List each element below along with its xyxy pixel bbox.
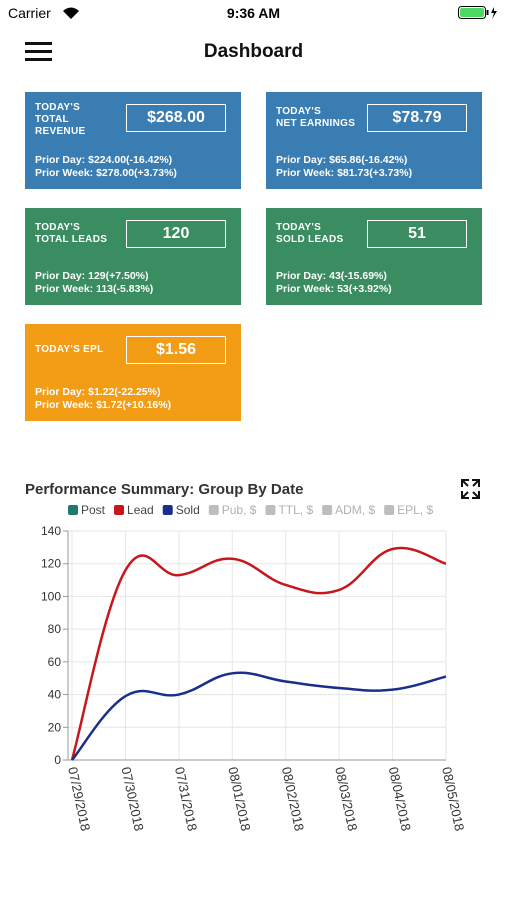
x-tick-label: 08/03/2018 bbox=[332, 766, 360, 833]
y-tick-label: 0 bbox=[54, 753, 61, 767]
clock: 9:36 AM bbox=[226, 5, 281, 21]
prior-week: Prior Week: 53(+3.92%) bbox=[276, 283, 392, 295]
prior-week: Prior Week: $81.73(+3.73%) bbox=[276, 167, 413, 179]
stat-card: TODAY'S EPL $1.56 Prior Day: $1.22(-22.25%… bbox=[25, 324, 241, 421]
card-value: $1.56 bbox=[126, 336, 226, 364]
card-title: TODAY'S EPL bbox=[35, 344, 103, 356]
legend-label: TTL, $ bbox=[278, 503, 313, 517]
card-value: $78.79 bbox=[367, 104, 467, 132]
card-title-line: SOLD LEADS bbox=[276, 234, 344, 245]
y-tick-label: 80 bbox=[48, 622, 62, 636]
y-tick-label: 20 bbox=[48, 720, 62, 734]
y-tick-label: 60 bbox=[48, 655, 62, 669]
x-tick-label: 08/02/2018 bbox=[279, 766, 307, 833]
stat-card: TODAY'S TOTAL LEADS 120 Prior Day: 129(+7.5… bbox=[25, 208, 241, 305]
card-title: TODAY'S TOTAL REVENUE bbox=[35, 102, 85, 138]
prior-week: Prior Week: 113(-5.83%) bbox=[35, 283, 154, 295]
legend-swatch bbox=[384, 505, 395, 515]
legend-swatch bbox=[162, 505, 173, 515]
stat-card: TODAY'S TOTAL REVENUE $268.00 Prior Day: $22… bbox=[25, 92, 241, 189]
card-title-line: TODAY'S bbox=[276, 106, 322, 117]
prior-day: Prior Day: $1.22(-22.25%) bbox=[35, 386, 161, 398]
legend-label: EPL, $ bbox=[397, 503, 433, 517]
card-title: TODAY'S TOTAL LEADS bbox=[35, 222, 107, 246]
card-title: TODAY'S SOLD LEADS bbox=[276, 222, 343, 246]
x-tick-label: 07/30/2018 bbox=[118, 766, 146, 833]
legend-swatch bbox=[68, 505, 78, 515]
y-tick-label: 140 bbox=[41, 524, 61, 538]
card-title-line: TOTAL LEADS bbox=[35, 234, 108, 245]
expand-button[interactable] bbox=[461, 479, 480, 499]
card-value: 51 bbox=[367, 220, 467, 248]
stat-card: TODAY'S SOLD LEADS 51 Prior Day: 43(-15.69%… bbox=[266, 208, 482, 305]
y-tick-label: 120 bbox=[41, 557, 61, 571]
legend-label: Post bbox=[81, 503, 106, 517]
legend-label: ADM, $ bbox=[335, 503, 375, 517]
stat-card: TODAY'S NET EARNINGS $78.79 Prior Day: $65.… bbox=[266, 92, 482, 189]
x-tick-label: 08/01/2018 bbox=[225, 766, 253, 833]
wifi-icon bbox=[63, 7, 79, 19]
prior-week: Prior Week: $278.00(+3.73%) bbox=[35, 167, 177, 179]
menu-button[interactable] bbox=[25, 40, 53, 64]
y-tick-label: 100 bbox=[41, 589, 61, 603]
y-tick-label: 40 bbox=[48, 688, 62, 702]
series-line bbox=[71, 671, 447, 761]
card-title-line: REVENUE bbox=[35, 126, 86, 137]
prior-day: Prior Day: 43(-15.69%) bbox=[276, 270, 387, 282]
prior-day: Prior Day: $224.00(-16.42%) bbox=[35, 154, 173, 166]
card-value: $268.00 bbox=[126, 104, 226, 132]
card-title-line: TODAY'S bbox=[35, 102, 81, 113]
card-title-line: TODAY'S bbox=[276, 222, 322, 233]
chart: Performance Summary: Group By Date Post L… bbox=[25, 479, 480, 833]
prior-week: Prior Week: $1.72(+10.16%) bbox=[35, 399, 172, 411]
card-title-line: NET EARNINGS bbox=[276, 118, 356, 129]
battery-icon bbox=[458, 6, 497, 19]
prior-day: Prior Day: 129(+7.50%) bbox=[35, 270, 149, 282]
carrier: Carrier bbox=[8, 5, 51, 21]
x-tick-label: 07/31/2018 bbox=[172, 766, 200, 833]
legend-swatch bbox=[322, 505, 333, 515]
legend-label: Pub, $ bbox=[222, 503, 257, 517]
card-title-line: TODAY'S bbox=[35, 222, 81, 233]
series-line bbox=[70, 546, 447, 761]
legend-label: Lead bbox=[127, 503, 154, 517]
x-tick-label: 08/05/2018 bbox=[439, 766, 467, 833]
chart-title: Performance Summary: Group By Date bbox=[25, 481, 303, 498]
x-tick-label: 07/29/2018 bbox=[65, 766, 93, 833]
page-title: Dashboard bbox=[203, 41, 304, 62]
card-title: TODAY'S NET EARNINGS bbox=[276, 106, 355, 130]
card-title-line: TODAY'S EPL bbox=[35, 344, 104, 355]
card-value: 120 bbox=[126, 220, 226, 248]
prior-day: Prior Day: $65.86(-16.42%) bbox=[276, 154, 408, 166]
legend-swatch bbox=[265, 505, 276, 515]
legend-swatch bbox=[114, 505, 125, 515]
legend-label: Sold bbox=[176, 503, 200, 517]
card-title-line: TOTAL bbox=[35, 114, 69, 125]
legend-swatch bbox=[208, 505, 219, 515]
x-tick-label: 08/04/2018 bbox=[386, 766, 414, 833]
